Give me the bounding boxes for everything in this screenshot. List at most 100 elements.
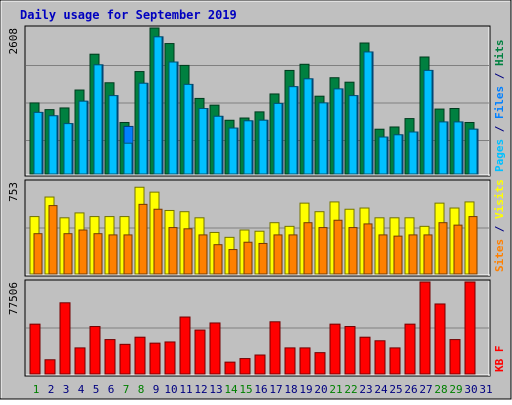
day-label-19: 19: [299, 383, 312, 396]
y-max-label: 2608: [7, 28, 20, 55]
bar-sites-day-3: [63, 233, 73, 275]
bar-sites-day-4: [78, 229, 88, 275]
bar-pages-day-5: [93, 64, 103, 175]
day-label-3: 3: [63, 383, 70, 396]
bar-pages-day-25: [393, 134, 403, 175]
bar-kb-f-day-17: [269, 321, 281, 375]
day-label-11: 11: [179, 383, 192, 396]
bar-pages-day-9: [153, 36, 163, 175]
bar-kb-f-day-30: [464, 281, 476, 375]
bar-sites-day-22: [348, 227, 358, 275]
bar-kb-f-day-1: [29, 323, 41, 375]
bar-kb-f-day-29: [449, 339, 461, 375]
day-label-26: 26: [404, 383, 417, 396]
bar-pages-day-1: [33, 111, 43, 175]
bar-sites-day-15: [243, 241, 253, 275]
legend-part: Files: [493, 86, 506, 119]
bar-kb-f-day-9: [149, 342, 161, 375]
bar-sites-day-1: [33, 233, 43, 275]
day-label-5: 5: [93, 383, 100, 396]
bar-kb-f-day-14: [224, 361, 236, 375]
day-label-1: 1: [33, 383, 40, 396]
bar-kb-f-day-4: [74, 347, 86, 375]
day-label-17: 17: [269, 383, 282, 396]
day-label-12: 12: [194, 383, 207, 396]
day-label-13: 13: [209, 383, 222, 396]
day-label-25: 25: [389, 383, 402, 396]
bar-kb-f-day-20: [314, 352, 326, 375]
bar-kb-f-day-22: [344, 326, 356, 375]
bar-pages-day-22: [348, 95, 358, 175]
bar-pages-day-13: [213, 115, 223, 175]
bar-pages-day-23: [363, 51, 373, 175]
bar-sites-day-9: [153, 208, 163, 275]
day-label-18: 18: [284, 383, 297, 396]
bar-kb-f-day-7: [119, 343, 131, 375]
day-label-20: 20: [314, 383, 327, 396]
bar-kb-f-day-24: [374, 340, 386, 375]
day-label-7: 7: [123, 383, 130, 396]
bar-pages-day-29: [453, 121, 463, 175]
kbytes-panel: 77506 KB F: [7, 279, 506, 377]
bar-kb-f-day-10: [164, 341, 176, 375]
chart-title: Daily usage for September 2019: [20, 8, 237, 22]
bar-sites-day-17: [273, 234, 283, 275]
bar-pages-day-14: [228, 127, 238, 175]
legend-part: /: [493, 66, 506, 86]
day-label-27: 27: [419, 383, 432, 396]
day-label-24: 24: [374, 383, 388, 396]
bar-kb-f-day-16: [254, 354, 266, 375]
legend-part: Sites: [493, 239, 506, 272]
day-axis-labels: 1 2 3 4 5 6 7 8 9 10 11 12 13 14 15 16 17 18 19 20 21 22 23 24 2…: [33, 383, 493, 396]
bar-pages-day-18: [288, 86, 298, 175]
bar-kb-f-day-11: [179, 316, 191, 375]
legend-part: Pages: [493, 139, 506, 172]
bar-sites-day-26: [408, 234, 418, 275]
bar-sites-day-12: [198, 234, 208, 275]
bar-pages-day-27: [423, 69, 433, 175]
bar-sites-day-18: [288, 234, 298, 275]
bar-kb-f-day-25: [389, 347, 401, 375]
bar-sites-day-11: [183, 228, 193, 275]
series-legend-label: KB F: [493, 346, 506, 373]
bar-pages-day-8: [138, 82, 148, 175]
bar-sites-day-30: [468, 216, 478, 275]
bar-pages-day-6: [108, 95, 118, 175]
bar-kb-f-day-19: [299, 347, 311, 375]
bar-kb-f-day-12: [194, 329, 206, 375]
bar-kb-f-day-23: [359, 336, 371, 375]
bar-sites-day-29: [453, 224, 463, 275]
bar-kb-f-day-26: [404, 323, 416, 375]
hits-files-pages-panel: 2608 Pages / Files / Hits: [7, 25, 506, 177]
legend-part: KB F: [493, 346, 506, 373]
bar-kb-f-day-13: [209, 322, 221, 375]
legend-part: /: [493, 219, 506, 239]
day-label-16: 16: [254, 383, 267, 396]
bar-pages-day-28: [438, 121, 448, 175]
bar-sites-day-25: [393, 235, 403, 275]
bar-pages-day-11: [183, 83, 193, 175]
bar-sites-day-5: [93, 233, 103, 275]
bar-sites-day-20: [318, 227, 328, 275]
day-label-2: 2: [48, 383, 55, 396]
bar-sites-day-6: [108, 234, 118, 275]
bar-pages-day-4: [78, 100, 88, 175]
bar-kb-f-day-27: [419, 281, 431, 375]
day-label-29: 29: [449, 383, 462, 396]
bar-pages-day-12: [198, 108, 208, 175]
day-label-30: 30: [464, 383, 477, 396]
day-label-21: 21: [329, 383, 342, 396]
day-label-10: 10: [164, 383, 177, 396]
bar-pages-day-3: [63, 123, 73, 175]
bar-pages-day-26: [408, 131, 418, 175]
bar-kb-f-day-18: [284, 347, 296, 375]
bar-kb-f-day-8: [134, 336, 146, 375]
bar-pages-day-15: [243, 120, 253, 175]
bar-pages-day-7: [123, 142, 133, 175]
bar-sites-day-7: [123, 234, 133, 275]
bar-sites-day-14: [228, 249, 238, 275]
bar-pages-day-20: [318, 102, 328, 175]
day-label-9: 9: [153, 383, 160, 396]
bar-sites-day-10: [168, 227, 178, 275]
